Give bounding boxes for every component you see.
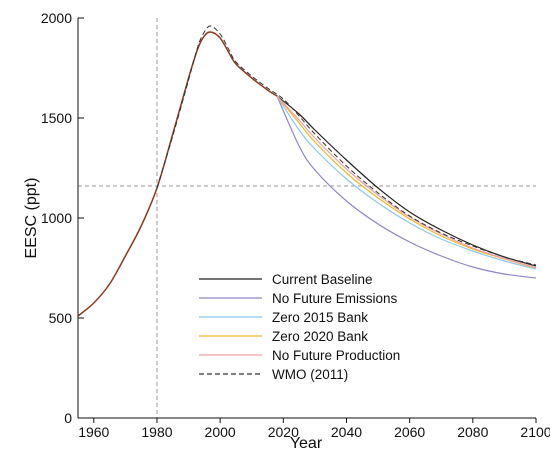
- y-tick-label: 1500: [41, 110, 72, 126]
- legend-label: WMO (2011): [272, 367, 348, 382]
- series-line-no-future-production: [276, 95, 537, 269]
- x-tick-label: 2000: [205, 424, 236, 440]
- historical-line: [77, 31, 278, 317]
- y-tick-label: 2000: [41, 10, 72, 26]
- x-tick-label: 2080: [457, 424, 488, 440]
- ticks: 1960 1980 2000 2020 2040 2060 2080 2100 0 500 1000…: [41, 10, 550, 440]
- x-tick-label: 2100: [520, 424, 550, 440]
- x-tick-label: 2040: [331, 424, 362, 440]
- series-line-zero-2020-bank: [276, 95, 537, 269]
- x-tick-label: 1960: [78, 424, 109, 440]
- x-tick-label: 1980: [141, 424, 172, 440]
- y-tick-label: 500: [49, 310, 73, 326]
- y-tick-label: 1000: [41, 210, 72, 226]
- plot-lines: [77, 25, 537, 317]
- legend-label: Zero 2020 Bank: [272, 329, 368, 344]
- legend: Current Baseline No Future Emissions Zero …: [199, 272, 400, 382]
- series-line-zero-2015-bank: [276, 95, 537, 270]
- legend-label: No Future Production: [272, 348, 400, 363]
- legend-label: Zero 2015 Bank: [272, 310, 368, 325]
- series-line-no-future-emissions: [276, 95, 537, 279]
- reference-lines: [78, 18, 536, 418]
- legend-label: Current Baseline: [272, 272, 373, 287]
- x-tick-label: 2020: [268, 424, 299, 440]
- x-axis-title: Year: [290, 435, 323, 452]
- y-tick-label: 0: [64, 410, 72, 426]
- series-line-wmo-2011: [156, 25, 537, 266]
- x-tick-label: 2060: [394, 424, 425, 440]
- legend-label: No Future Emissions: [272, 291, 398, 306]
- y-axis-title: EESC (ppt): [23, 178, 40, 259]
